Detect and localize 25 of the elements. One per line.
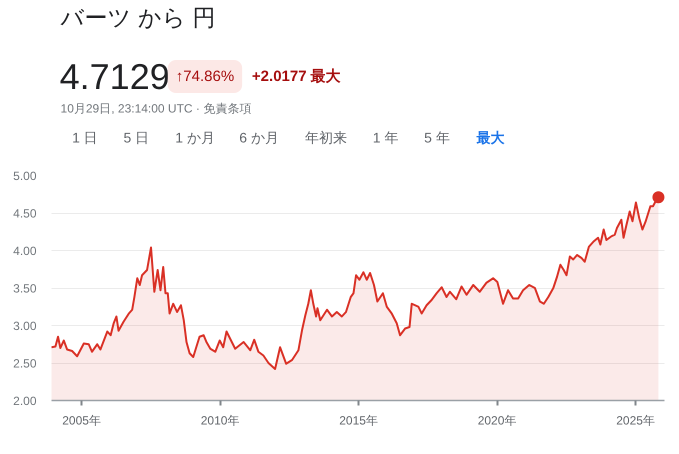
text: 1 日 bbox=[72, 130, 98, 146]
y-tick-label: 5.00 bbox=[13, 169, 37, 183]
y-tick-label: 2.50 bbox=[13, 356, 37, 370]
chart-title: バーツ から 円 bbox=[60, 4, 216, 30]
y-tick-label: 3.50 bbox=[13, 282, 37, 296]
text: 年初来 bbox=[304, 130, 347, 146]
text: 6 か月 bbox=[239, 130, 279, 146]
x-tick-label: 2025年 bbox=[616, 414, 655, 428]
text: 1 か月 bbox=[175, 130, 215, 146]
text: 10月29日, 23:14:00 UTC · 免責条項 bbox=[60, 102, 252, 116]
y-tick-label: 4.50 bbox=[13, 206, 37, 220]
text: 4.7129 bbox=[60, 56, 170, 97]
text: 5 日 bbox=[124, 130, 150, 146]
text: ↑74.86% bbox=[176, 68, 234, 85]
y-tick-label: 2.00 bbox=[13, 394, 37, 408]
text: +2.0177 最大 bbox=[252, 68, 342, 85]
x-tick-label: 2010年 bbox=[200, 414, 240, 428]
y-tick-label: 3.00 bbox=[13, 319, 37, 333]
text: 最大 bbox=[475, 130, 506, 146]
y-tick-label: 4.00 bbox=[13, 244, 37, 258]
text: 1 年 bbox=[372, 130, 398, 146]
text: 5 年 bbox=[424, 130, 450, 146]
x-tick-label: 2015年 bbox=[339, 414, 378, 428]
x-tick-label: 2020年 bbox=[478, 414, 516, 428]
x-tick-label: 2005年 bbox=[62, 414, 101, 428]
